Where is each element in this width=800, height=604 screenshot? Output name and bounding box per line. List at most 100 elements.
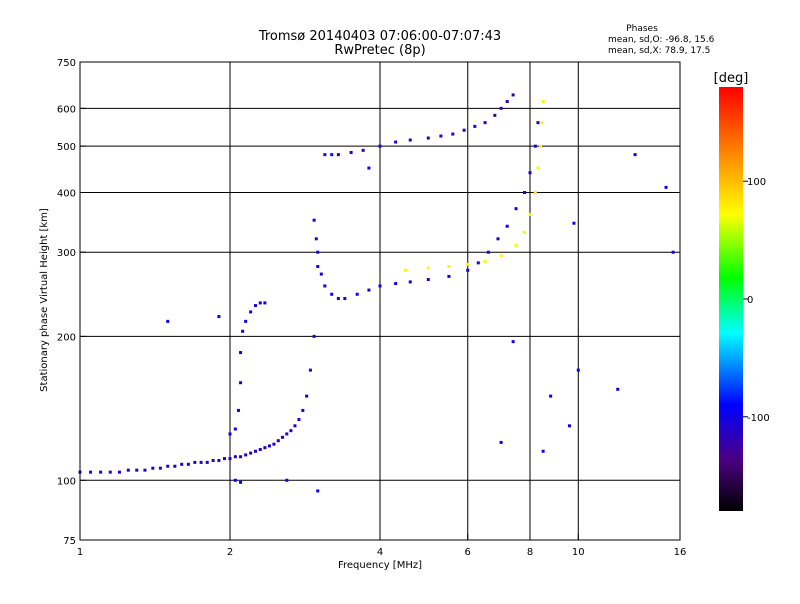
data-point xyxy=(180,462,184,466)
data-point xyxy=(253,304,257,308)
data-point xyxy=(533,190,537,194)
x-tick-label: 10 xyxy=(572,547,585,558)
data-point xyxy=(349,150,353,154)
colorbar-tick-label: -100 xyxy=(747,413,770,424)
data-point xyxy=(505,100,509,104)
data-point xyxy=(233,427,237,431)
stats-line-x: mean, sd,X: 78.9, 17.5 xyxy=(608,46,710,56)
data-point xyxy=(549,394,553,398)
data-point xyxy=(394,282,398,286)
data-point xyxy=(343,297,347,301)
data-point xyxy=(528,171,532,175)
y-tick-label: 75 xyxy=(63,536,76,547)
data-point xyxy=(199,460,203,464)
data-point xyxy=(378,144,382,148)
chart-title: Tromsø 20140403 07:06:00-07:07:43 xyxy=(258,29,501,44)
data-point xyxy=(205,460,209,464)
data-point xyxy=(99,470,103,474)
data-point xyxy=(523,230,527,234)
data-point xyxy=(193,460,197,464)
data-point xyxy=(305,394,309,398)
data-point xyxy=(239,381,243,385)
data-point xyxy=(633,153,637,157)
data-point xyxy=(367,288,371,292)
data-point xyxy=(249,310,253,314)
data-point xyxy=(244,319,248,323)
data-point xyxy=(664,185,668,189)
data-point xyxy=(316,250,320,254)
data-point xyxy=(263,446,267,450)
x-axis-label: Frequency [MHz] xyxy=(338,560,422,571)
data-point xyxy=(540,121,544,125)
data-point xyxy=(108,470,112,474)
data-point xyxy=(241,329,245,333)
data-point xyxy=(567,424,571,428)
data-point xyxy=(316,265,320,269)
data-point xyxy=(289,429,293,433)
data-point xyxy=(511,93,515,97)
data-point xyxy=(426,266,430,270)
data-point xyxy=(330,292,334,296)
data-point xyxy=(272,442,276,446)
data-point xyxy=(239,351,243,355)
data-point xyxy=(378,284,382,288)
stats-heading: Phases xyxy=(626,24,658,34)
data-point xyxy=(151,466,155,470)
colorbar-tick-label: 100 xyxy=(747,177,766,188)
data-point xyxy=(236,408,240,412)
data-point xyxy=(135,468,139,472)
data-point xyxy=(536,166,540,170)
data-points xyxy=(78,93,675,493)
data-point xyxy=(281,435,285,439)
data-point xyxy=(367,166,371,170)
data-point xyxy=(355,292,359,296)
data-point xyxy=(319,272,323,276)
data-point xyxy=(253,449,257,453)
data-point xyxy=(166,319,170,323)
data-point xyxy=(533,144,537,148)
data-point xyxy=(447,274,451,278)
data-point xyxy=(466,268,470,272)
data-point xyxy=(173,464,177,468)
data-point xyxy=(297,418,301,422)
data-point xyxy=(466,262,470,266)
data-point xyxy=(285,432,289,436)
x-tick-label: 4 xyxy=(377,547,383,558)
data-point xyxy=(276,439,280,443)
x-tick-label: 8 xyxy=(527,547,533,558)
data-point xyxy=(505,224,509,228)
data-point xyxy=(403,268,407,272)
axes: 1 2 4 6 8 10 16 75 100 200 300 400 500 600 750 xyxy=(57,58,686,558)
y-tick-label: 600 xyxy=(57,104,76,115)
data-point xyxy=(244,453,248,457)
y-tick-label: 100 xyxy=(57,476,76,487)
data-point xyxy=(239,480,243,484)
data-point xyxy=(186,462,190,466)
data-point xyxy=(233,478,237,482)
data-point xyxy=(523,190,527,194)
data-point xyxy=(514,243,518,247)
data-point xyxy=(451,132,455,136)
data-point xyxy=(499,440,503,444)
data-point xyxy=(541,100,545,104)
data-point xyxy=(285,478,289,482)
y-tick-label: 500 xyxy=(57,142,76,153)
data-point xyxy=(511,340,515,344)
y-tick-label: 750 xyxy=(57,58,76,69)
data-point xyxy=(267,444,271,448)
data-point xyxy=(536,121,540,125)
data-point xyxy=(211,458,215,462)
data-point xyxy=(499,106,503,110)
data-point xyxy=(126,468,130,472)
data-point xyxy=(301,408,305,412)
data-point xyxy=(541,449,545,453)
data-point xyxy=(233,455,237,459)
data-point xyxy=(483,121,487,125)
data-point xyxy=(158,466,162,470)
data-point xyxy=(217,458,221,462)
x-tick-label: 1 xyxy=(77,547,83,558)
data-point xyxy=(426,136,430,140)
data-point xyxy=(258,447,262,451)
